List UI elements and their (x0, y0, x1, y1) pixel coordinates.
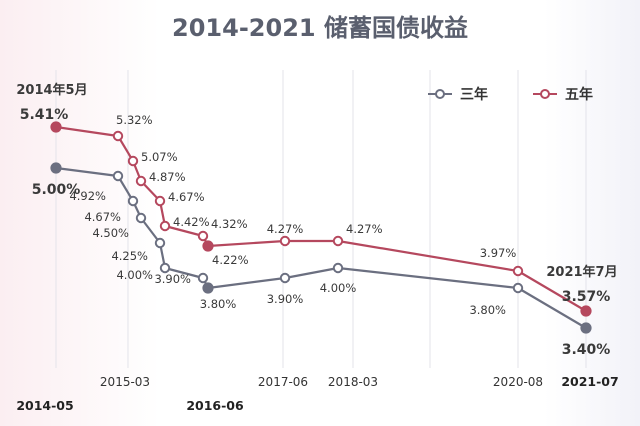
data-label: 5.41% (20, 107, 69, 123)
data-point (197, 272, 209, 284)
legend-marker (540, 89, 550, 99)
data-point (50, 121, 62, 133)
data-point (202, 282, 214, 294)
data-point (159, 262, 171, 274)
x-tick-label: 2017-06 (258, 375, 308, 389)
data-label: 4.67% (168, 190, 205, 204)
x-tick-label: 2021-07 (561, 374, 618, 389)
data-label: 4.25% (111, 249, 148, 263)
data-point (279, 235, 291, 247)
x-tick-label: 2014-05 (16, 398, 73, 413)
data-label: 3.57% (562, 289, 611, 305)
data-label: 5.07% (141, 150, 178, 164)
annotation: 2021年7月 (546, 264, 617, 280)
legend-marker (435, 89, 445, 99)
data-point (135, 212, 147, 224)
x-tick-label: 2018-03 (328, 375, 378, 389)
chart-title: 2014-2021 储蓄国债收益 (172, 14, 468, 42)
data-label: 4.27% (267, 222, 304, 236)
data-label: 5.00% (32, 182, 81, 198)
data-point (112, 130, 124, 142)
data-label: 3.90% (267, 292, 304, 306)
x-tick-label: 2016-06 (186, 398, 244, 413)
legend-entry: 五年 (565, 86, 593, 103)
data-label: 4.27% (346, 222, 383, 236)
data-label: 5.32% (116, 113, 153, 127)
data-point (332, 235, 344, 247)
data-point (135, 175, 147, 187)
data-point (580, 322, 592, 334)
x-tick-label: 2020-08 (493, 375, 543, 389)
data-point (154, 195, 166, 207)
data-label: 3.80% (469, 303, 506, 317)
data-point (332, 262, 344, 274)
data-label: 4.50% (92, 226, 129, 240)
data-point (127, 155, 139, 167)
data-point (159, 220, 171, 232)
data-point (154, 237, 166, 249)
data-point (512, 265, 524, 277)
data-label: 4.22% (212, 253, 249, 267)
data-label: 3.97% (480, 246, 517, 260)
data-label: 4.87% (149, 170, 186, 184)
data-label: 4.32% (211, 217, 248, 231)
legend-entry: 三年 (460, 86, 488, 103)
annotation: 2014年5月 (16, 82, 87, 98)
data-point (50, 162, 62, 174)
data-label: 3.80% (200, 297, 237, 311)
data-point (112, 170, 124, 182)
data-point (580, 305, 592, 317)
data-label: 3.40% (562, 342, 611, 358)
data-label: 4.92% (69, 189, 106, 203)
data-label: 3.90% (154, 272, 191, 286)
data-label: 4.00% (320, 281, 357, 295)
x-tick-label: 2015-03 (100, 375, 150, 389)
data-label: 4.42% (173, 215, 210, 229)
data-point (127, 195, 139, 207)
data-label: 4.00% (116, 268, 153, 282)
data-point (512, 282, 524, 294)
data-point (279, 272, 291, 284)
data-label: 4.67% (84, 210, 121, 224)
data-point (197, 230, 209, 242)
data-point (202, 240, 214, 252)
